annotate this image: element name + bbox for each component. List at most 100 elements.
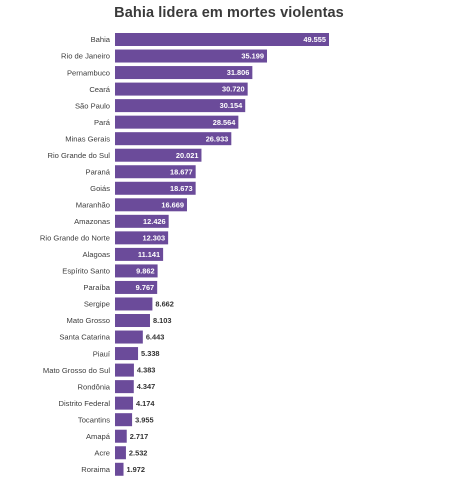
bar <box>115 413 133 427</box>
bar <box>115 115 239 129</box>
category-label: Goiás <box>90 184 110 193</box>
value-label: 20.021 <box>176 151 199 160</box>
value-label: 30.154 <box>220 101 243 110</box>
category-label: Mato Grosso <box>67 316 110 325</box>
bar-row: Pará 28.564 <box>94 115 239 129</box>
category-label: Rio Grande do Norte <box>40 234 110 243</box>
value-label: 11.141 <box>138 250 160 259</box>
bar <box>115 297 153 311</box>
bar <box>115 446 126 460</box>
value-label: 12.426 <box>143 217 166 226</box>
value-label: 26.933 <box>206 134 229 143</box>
bar <box>115 214 169 228</box>
category-label: Maranhão <box>76 201 110 210</box>
bar-row: Distrito Federal 4.174 <box>59 396 155 410</box>
category-label: Distrito Federal <box>59 399 111 408</box>
value-label: 1.972 <box>127 465 146 474</box>
value-label: 8.103 <box>153 316 172 325</box>
category-label: Pernambuco <box>67 68 110 77</box>
chart-title: Bahia lidera em mortes violentas <box>114 5 344 21</box>
bar-row: Acre 2.532 <box>94 446 147 460</box>
bar <box>115 165 196 179</box>
bar <box>115 148 202 162</box>
category-label: Minas Gerais <box>65 134 110 143</box>
value-label: 30.720 <box>222 85 245 94</box>
value-label: 9.862 <box>136 267 155 276</box>
bar <box>115 198 187 212</box>
bar <box>115 347 139 361</box>
category-label: Amazonas <box>74 217 110 226</box>
bar <box>115 363 134 377</box>
bar <box>115 380 134 394</box>
category-label: Mato Grosso do Sul <box>43 366 110 375</box>
value-label: 4.347 <box>137 382 156 391</box>
category-label: Paraná <box>86 167 111 176</box>
bar-row: Rio de Janeiro 35.199 <box>61 49 268 63</box>
value-label: 2.717 <box>130 432 149 441</box>
category-label: Paraíba <box>83 283 110 292</box>
category-label: Roraima <box>81 465 110 474</box>
value-label: 16.669 <box>161 200 184 209</box>
value-label: 31.806 <box>227 68 250 77</box>
bar-row: Amapá 2.717 <box>86 429 149 443</box>
bar <box>115 49 268 63</box>
bar-row: Paraná 18.677 <box>86 165 196 179</box>
value-label: 12.303 <box>143 233 166 242</box>
value-label: 5.338 <box>141 349 160 358</box>
value-label: 9.767 <box>136 283 155 292</box>
category-label: Santa Catarina <box>59 333 110 342</box>
bar <box>115 429 127 443</box>
bar <box>115 66 253 80</box>
category-label: Piauí <box>93 349 111 358</box>
value-label: 49.555 <box>303 35 326 44</box>
bar-row: Santa Catarina 6.443 <box>59 330 165 344</box>
bar-row: São Paulo 30.154 <box>75 99 246 113</box>
bar <box>115 132 232 146</box>
value-label: 3.955 <box>135 415 154 424</box>
bar-row: Mato Grosso 8.103 <box>67 314 172 328</box>
bar-row: Roraima 1.972 <box>81 462 146 476</box>
bar <box>115 462 124 476</box>
bar <box>115 314 150 328</box>
bar-row: Sergipe 8.662 <box>84 297 174 311</box>
bar-row: Amazonas 12.426 <box>74 214 169 228</box>
category-label: Bahia <box>91 35 111 44</box>
bar-row: Alagoas 11.141 <box>83 247 164 261</box>
bar-row: Rondônia 4.347 <box>77 380 156 394</box>
bar <box>115 99 246 113</box>
category-label: Acre <box>94 448 110 457</box>
bar-row: Rio Grande do Norte 12.303 <box>40 231 169 245</box>
category-label: São Paulo <box>75 101 110 110</box>
category-label: Amapá <box>86 432 111 441</box>
bar <box>115 280 158 294</box>
bar-row: Paraíba 9.767 <box>83 280 158 294</box>
bar-row: Tocantins 3.955 <box>78 413 154 427</box>
bar-row: Maranhão 16.669 <box>76 198 187 212</box>
bar <box>115 82 248 96</box>
value-label: 28.564 <box>213 118 236 127</box>
bar <box>115 33 329 46</box>
bar-row: Rio Grande do Sul 20.021 <box>48 148 202 162</box>
category-label: Rondônia <box>77 382 110 391</box>
bar-row: Bahia 49.555 <box>91 33 329 46</box>
value-label: 35.199 <box>241 52 264 61</box>
bar-row: Goiás 18.673 <box>90 181 196 195</box>
bar <box>115 231 169 245</box>
value-label: 18.677 <box>170 167 193 176</box>
category-label: Rio de Janeiro <box>61 52 110 61</box>
bar-row: Piauí 5.338 <box>93 347 160 361</box>
bar-row: Pernambuco 31.806 <box>67 66 253 80</box>
value-label: 4.383 <box>137 366 156 375</box>
bar-row: Mato Grosso do Sul 4.383 <box>43 363 156 377</box>
category-label: Tocantins <box>78 415 110 424</box>
bar <box>115 247 164 261</box>
bar <box>115 330 143 344</box>
bar <box>115 264 158 278</box>
bar <box>115 181 196 195</box>
category-label: Espírito Santo <box>62 267 110 276</box>
category-label: Pará <box>94 118 111 127</box>
category-label: Rio Grande do Sul <box>48 151 111 160</box>
value-label: 6.443 <box>146 333 165 342</box>
category-label: Ceará <box>89 85 110 94</box>
